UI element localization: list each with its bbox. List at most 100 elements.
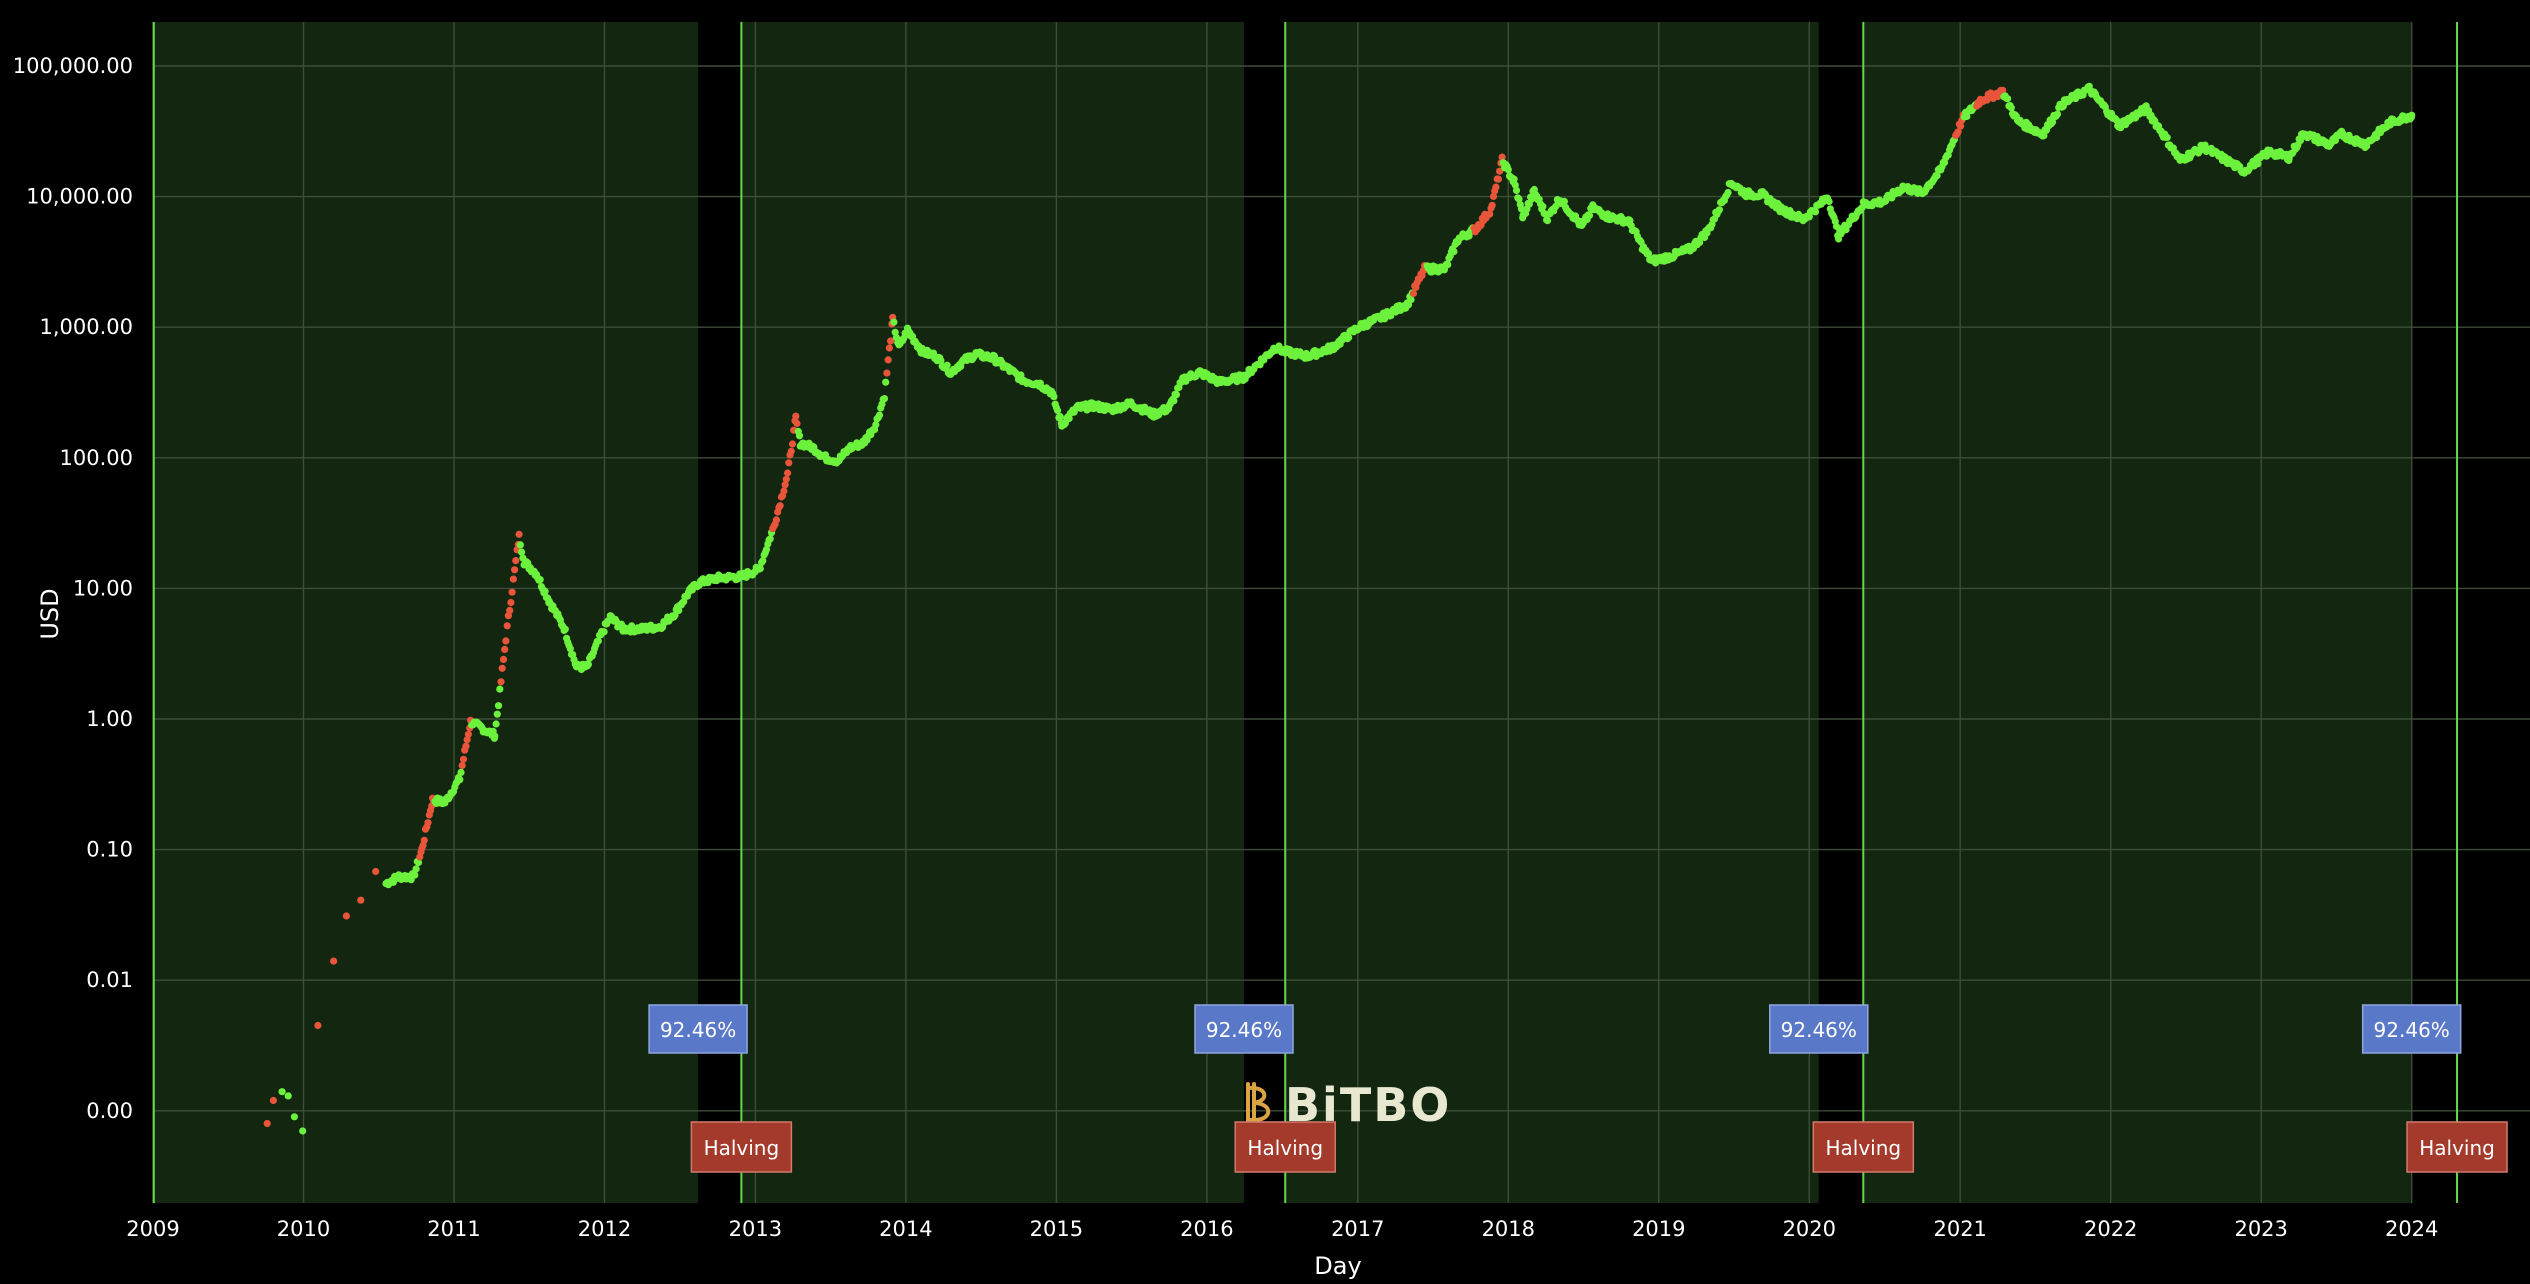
- x-tick-label: 2017: [1331, 1217, 1384, 1241]
- halving-tag-label: Halving: [1247, 1136, 1323, 1160]
- halving-tag-box: [1812, 1121, 1915, 1173]
- price-point: [2254, 160, 2262, 168]
- price-point: [880, 395, 889, 403]
- price-point: [788, 440, 797, 448]
- price-point: [1560, 197, 1568, 205]
- price-point: [883, 369, 891, 377]
- price-point: [759, 557, 767, 565]
- halving-tag: Halving: [1234, 1121, 1336, 1173]
- percent-tag-label: 92.46%: [1781, 1018, 1857, 1042]
- percent-tag: 92.46%: [1769, 1004, 1869, 1054]
- halving-tag: Halving: [2406, 1121, 2508, 1173]
- price-point: [1488, 201, 1496, 209]
- price-point: [1543, 217, 1552, 225]
- x-tick-label: 2020: [1783, 1217, 1836, 1241]
- price-point: [510, 566, 519, 574]
- x-tick-label: 2023: [2234, 1217, 2287, 1241]
- percent-tag-label: 92.46%: [1206, 1018, 1282, 1042]
- price-point: [1512, 186, 1521, 194]
- price-point: [2201, 141, 2209, 149]
- price-point: [1056, 413, 1064, 421]
- y-axis-ticks: 100,000.00 10,000.00 1,000.00 100.00 10.00 1.…: [13, 54, 133, 1123]
- price-point: [458, 761, 466, 770]
- price-point: [937, 357, 945, 365]
- y-tick-label: 100.00: [60, 446, 133, 470]
- cycle-band: [153, 22, 699, 1203]
- price-point: [566, 645, 574, 653]
- price-point: [882, 378, 890, 386]
- x-tick-label: 2009: [126, 1217, 179, 1241]
- price-point: [278, 1088, 286, 1096]
- price-point: [887, 337, 895, 345]
- price-point: [875, 411, 884, 419]
- price-point: [515, 530, 523, 538]
- x-tick-label: 2014: [879, 1217, 932, 1241]
- price-point: [2007, 104, 2015, 112]
- price-point: [1345, 333, 1353, 342]
- price-point: [536, 576, 544, 584]
- price-point: [1811, 208, 1820, 216]
- price-point: [464, 730, 472, 738]
- y-tick-label: 1,000.00: [39, 315, 133, 339]
- x-axis-ticks: 2009 2010 2011 2012 2013 2014 2015 2016 2017 2018…: [126, 1217, 2438, 1241]
- halving-tag-label: Halving: [2419, 1136, 2495, 1160]
- price-point: [1715, 206, 1723, 214]
- price-point: [793, 419, 801, 428]
- price-point: [457, 768, 465, 777]
- price-point: [496, 685, 504, 693]
- percent-tag-box: [1769, 1004, 1869, 1054]
- price-point: [776, 502, 784, 510]
- price-point: [263, 1119, 271, 1128]
- price-point: [781, 481, 789, 489]
- price-point: [509, 575, 517, 583]
- price-point: [785, 459, 793, 467]
- price-point: [1724, 188, 1732, 197]
- price-point: [290, 1113, 298, 1121]
- price-point: [1489, 192, 1498, 200]
- price-point: [1050, 393, 1058, 401]
- price-point: [411, 871, 419, 879]
- price-point: [342, 912, 350, 920]
- price-point: [516, 541, 525, 549]
- price-point: [1933, 172, 1941, 180]
- price-point: [502, 637, 510, 645]
- halving-tag-label: Halving: [704, 1136, 780, 1160]
- price-point: [456, 776, 464, 784]
- cycle-bands: [153, 22, 2412, 1203]
- price-point: [792, 412, 800, 420]
- x-tick-label: 2013: [729, 1217, 782, 1241]
- cycle-band: [1285, 22, 1819, 1203]
- price-point: [541, 587, 549, 596]
- x-tick-label: 2011: [427, 1217, 480, 1241]
- halving-tag-label: Halving: [1825, 1136, 1901, 1160]
- percent-tag-label: 92.46%: [2374, 1018, 2450, 1042]
- price-point: [506, 606, 514, 615]
- price-point: [594, 637, 602, 645]
- x-axis-title: Day: [1314, 1252, 1361, 1280]
- price-point: [782, 475, 790, 483]
- price-point: [493, 710, 501, 718]
- price-point: [1170, 397, 1178, 405]
- price-point: [1510, 175, 1518, 183]
- price-point: [561, 625, 569, 633]
- percent-tag-box: [648, 1004, 748, 1054]
- price-point: [503, 622, 511, 630]
- price-point: [1644, 250, 1653, 258]
- price-point: [414, 858, 423, 867]
- price-point: [518, 548, 526, 556]
- price-point: [299, 1127, 307, 1135]
- price-point: [2408, 111, 2416, 119]
- price-point: [1999, 86, 2007, 94]
- price-point: [584, 660, 593, 669]
- x-tick-label: 2016: [1180, 1217, 1233, 1241]
- price-point: [600, 628, 608, 636]
- price-point: [772, 516, 781, 524]
- price-point: [795, 432, 804, 440]
- price-point: [885, 344, 894, 352]
- price-point: [1444, 261, 1452, 269]
- price-point: [671, 611, 679, 619]
- percent-tag: 92.46%: [1194, 1004, 1294, 1054]
- price-point: [1515, 195, 1523, 203]
- price-point: [884, 356, 892, 364]
- price-point: [766, 535, 774, 543]
